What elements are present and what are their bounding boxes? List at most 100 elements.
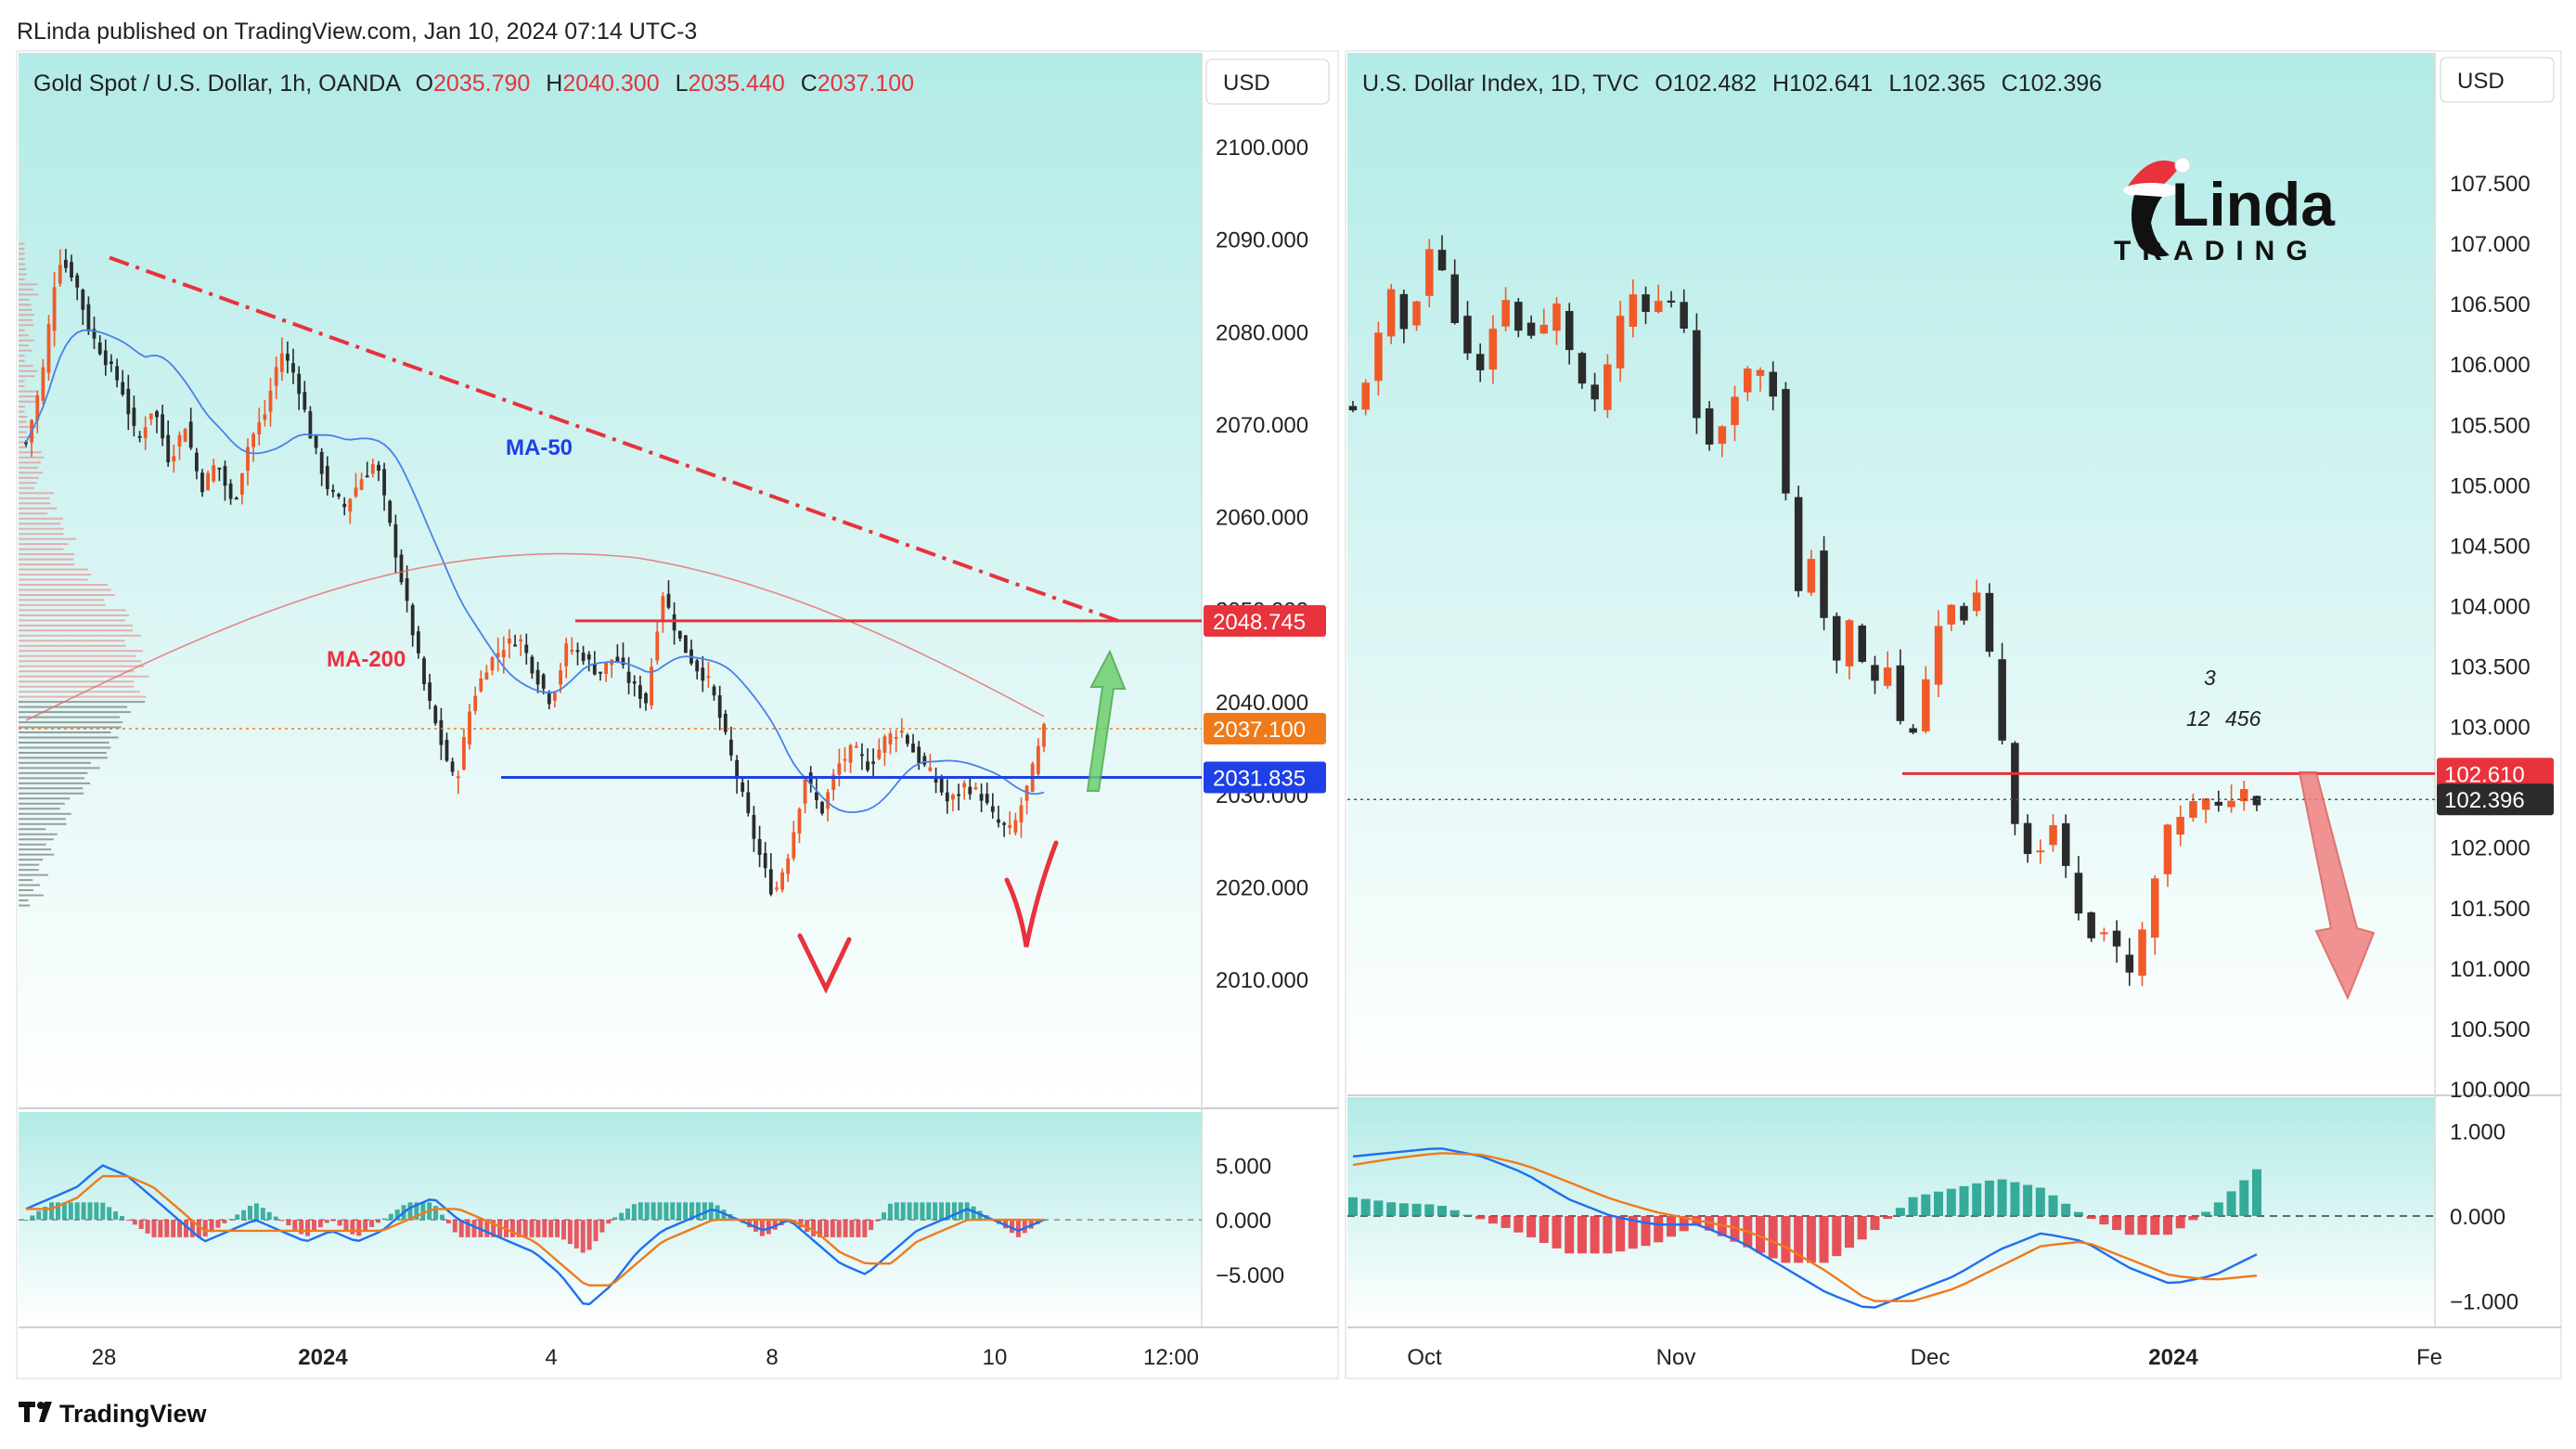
candle-body — [388, 500, 393, 524]
macd-histogram-bar — [702, 1202, 707, 1221]
macd-histogram-bar — [138, 1220, 144, 1229]
dxy-macd-histogram-bar — [1590, 1216, 1600, 1254]
candle-body — [1998, 659, 2006, 741]
candle-body — [990, 806, 995, 812]
candle-body — [746, 792, 751, 813]
candle-body — [212, 465, 216, 482]
candle-body — [1526, 322, 1536, 336]
candle-body — [2252, 796, 2261, 806]
gold-price-pane[interactable] — [19, 53, 1202, 1106]
candle-body — [1960, 605, 1968, 621]
candle-body — [166, 434, 171, 463]
dxy-macd-histogram-bar — [2213, 1202, 2223, 1216]
dxy-macd-pane[interactable] — [1347, 1097, 2435, 1326]
tradingview-footer[interactable]: TradingView — [19, 1400, 208, 1428]
gold-currency-label: USD — [1223, 71, 1270, 96]
candle-body — [615, 656, 620, 662]
candle-body — [513, 644, 517, 647]
candle-body — [530, 656, 535, 674]
candle-body — [2176, 817, 2184, 835]
candle-body — [564, 643, 569, 666]
candle-body — [422, 658, 426, 685]
macd-histogram-bar — [926, 1202, 932, 1221]
macd-histogram-bar — [491, 1220, 496, 1237]
candle-body — [729, 739, 733, 756]
candle-body — [757, 838, 762, 855]
ma50-line — [25, 329, 1045, 814]
dxy-macd-histogram-bar — [1768, 1216, 1778, 1259]
bottom-mark-2 — [1004, 840, 1059, 948]
candle-body — [2201, 798, 2210, 810]
dxy-price-pane[interactable] — [1347, 53, 2435, 1093]
macd-histogram-bar — [23, 1220, 29, 1222]
candle-body — [973, 787, 978, 790]
macd-histogram-bar — [228, 1219, 234, 1221]
wave-label-3: 3 — [2204, 666, 2216, 690]
macd-histogram-bar — [30, 1215, 35, 1221]
macd-histogram-bar — [593, 1220, 599, 1242]
dxy-macd-histogram-bar — [1654, 1216, 1664, 1243]
candle-body — [763, 853, 767, 869]
candle-body — [968, 786, 972, 795]
candle-body — [2074, 873, 2083, 914]
candle-body — [508, 638, 511, 644]
x-tick-label: 28 — [92, 1345, 117, 1370]
candle-body — [922, 756, 927, 765]
candle-body — [2112, 930, 2121, 947]
macd-histogram-bar — [933, 1202, 938, 1221]
candle-body — [1552, 303, 1561, 331]
candle-body — [444, 740, 449, 761]
candle-body — [768, 869, 773, 895]
candle-body — [1705, 408, 1714, 445]
macd-histogram-bar — [907, 1202, 912, 1221]
dxy-h-key: H — [1772, 71, 1789, 97]
wave-label-456: 456 — [2225, 706, 2261, 731]
candle-body — [433, 705, 438, 724]
macd-histogram-bar — [766, 1220, 771, 1235]
macd-histogram-bar — [36, 1210, 42, 1221]
macd-histogram-bar — [862, 1220, 868, 1237]
macd-histogram-bar — [215, 1220, 221, 1228]
dxy-currency-button[interactable]: USD — [2440, 57, 2555, 103]
dxy-macd-histogram-bar — [2035, 1187, 2045, 1216]
candle-body — [2227, 800, 2235, 808]
candle-body — [575, 650, 580, 653]
candle-body — [501, 650, 506, 658]
y-tick-label: 2020.000 — [1216, 876, 1308, 901]
dxy-macd-line — [1352, 1147, 2258, 1309]
dxy-low: 102.365 — [1901, 71, 1985, 97]
candle-body — [348, 498, 353, 512]
macd-histogram-bar — [266, 1211, 272, 1221]
dxy-macd-histogram-bar — [1667, 1216, 1676, 1237]
candle-body — [177, 434, 182, 446]
candle-body — [1450, 274, 1459, 323]
macd-histogram-bar — [1022, 1220, 1027, 1234]
macd-histogram-bar — [299, 1220, 304, 1235]
macd-histogram-bar — [43, 1206, 48, 1221]
dxy-macd-histogram-bar — [2124, 1216, 2134, 1236]
candle-body — [701, 667, 705, 681]
candle-body — [172, 456, 176, 461]
dxy-high: 102.641 — [1789, 71, 1873, 97]
gold-open: 2035.790 — [433, 71, 530, 97]
candle-body — [815, 792, 818, 800]
candle-body — [308, 411, 313, 439]
candle-body — [342, 503, 347, 508]
macd-histogram-bar — [849, 1220, 855, 1237]
macd-histogram-bar — [619, 1212, 625, 1221]
macd-histogram-bar — [830, 1220, 835, 1237]
gold-currency-button[interactable]: USD — [1205, 58, 1330, 105]
macd-histogram-bar — [887, 1203, 893, 1221]
candle-body — [1744, 369, 1752, 393]
dxy-o-key: O — [1655, 71, 1672, 97]
candle-body — [626, 671, 631, 683]
bearish-arrow-icon — [2298, 771, 2376, 1001]
candle-body — [735, 759, 739, 779]
macd-histogram-bar — [708, 1202, 714, 1221]
macd-histogram-bar — [151, 1220, 157, 1237]
price-label-box — [1204, 604, 1326, 637]
candle-body — [882, 736, 887, 753]
candle-body — [951, 795, 955, 800]
dxy-macd-histogram-bar — [2112, 1216, 2122, 1231]
candle-body — [621, 657, 625, 666]
